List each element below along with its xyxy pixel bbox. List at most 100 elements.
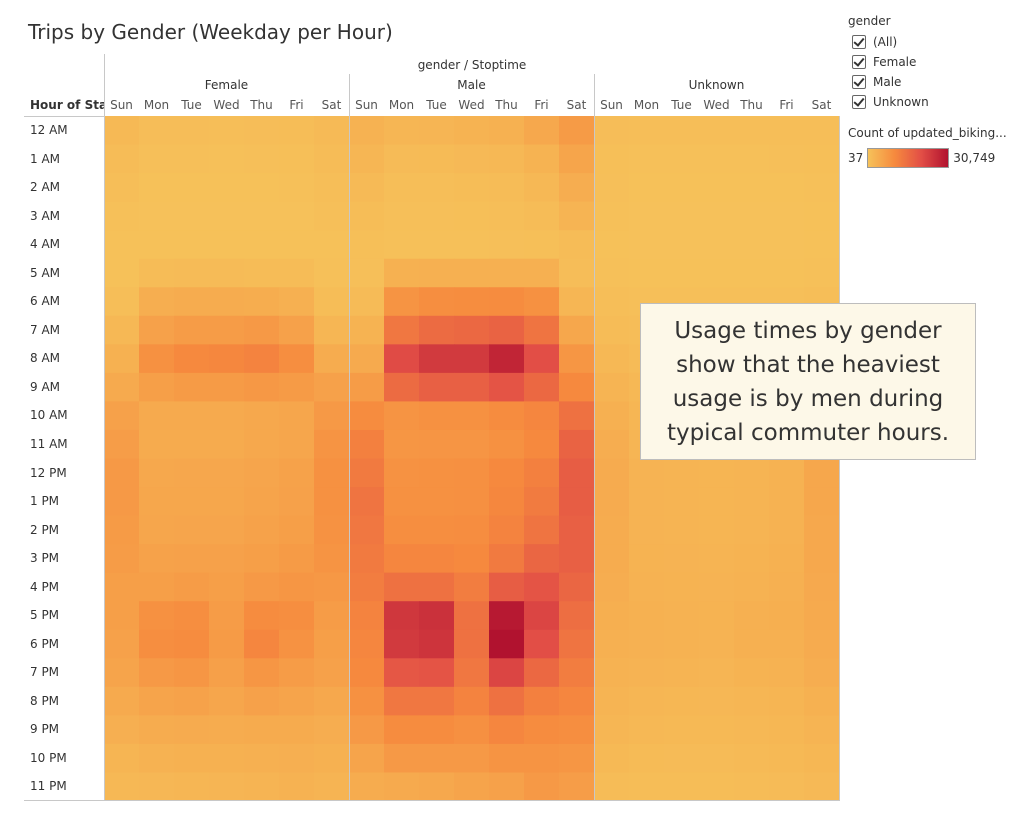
heatmap-cell-female-sat-3[interactable] xyxy=(314,201,350,231)
heatmap-cell-unknown-sun-10[interactable] xyxy=(594,401,630,431)
heatmap-cell-female-wed-16[interactable] xyxy=(209,572,245,602)
heatmap-cell-male-mon-8[interactable] xyxy=(384,344,420,374)
heatmap-cell-female-sun-22[interactable] xyxy=(104,743,140,773)
heatmap-cell-male-mon-5[interactable] xyxy=(384,258,420,288)
heatmap-cell-female-wed-0[interactable] xyxy=(209,116,245,146)
heatmap-cell-female-fri-2[interactable] xyxy=(279,173,315,203)
heatmap-cell-female-sun-17[interactable] xyxy=(104,601,140,631)
heatmap-cell-female-sat-6[interactable] xyxy=(314,287,350,317)
heatmap-cell-male-thu-4[interactable] xyxy=(489,230,525,260)
heatmap-cell-male-tue-22[interactable] xyxy=(419,743,455,773)
heatmap-cell-male-wed-15[interactable] xyxy=(454,544,490,574)
heatmap-cell-male-wed-21[interactable] xyxy=(454,715,490,745)
heatmap-cell-unknown-sun-17[interactable] xyxy=(594,601,630,631)
heatmap-cell-unknown-wed-16[interactable] xyxy=(699,572,735,602)
heatmap-cell-unknown-wed-4[interactable] xyxy=(699,230,735,260)
heatmap-cell-male-tue-3[interactable] xyxy=(419,201,455,231)
heatmap-cell-unknown-tue-4[interactable] xyxy=(664,230,700,260)
heatmap-cell-male-mon-9[interactable] xyxy=(384,372,420,402)
heatmap-cell-unknown-tue-19[interactable] xyxy=(664,658,700,688)
heatmap-cell-male-sun-16[interactable] xyxy=(349,572,385,602)
heatmap-cell-male-fri-21[interactable] xyxy=(524,715,560,745)
heatmap-cell-unknown-fri-5[interactable] xyxy=(769,258,805,288)
heatmap-cell-male-mon-16[interactable] xyxy=(384,572,420,602)
heatmap-cell-male-sun-21[interactable] xyxy=(349,715,385,745)
heatmap-cell-unknown-fri-16[interactable] xyxy=(769,572,805,602)
filter-item[interactable]: (All) xyxy=(848,32,1008,52)
heatmap-cell-unknown-thu-5[interactable] xyxy=(734,258,770,288)
heatmap-cell-unknown-sun-13[interactable] xyxy=(594,487,630,517)
heatmap-cell-male-sat-21[interactable] xyxy=(559,715,595,745)
heatmap-cell-male-thu-11[interactable] xyxy=(489,429,525,459)
heatmap-cell-unknown-wed-0[interactable] xyxy=(699,116,735,146)
heatmap-cell-female-thu-17[interactable] xyxy=(244,601,280,631)
heatmap-cell-male-wed-13[interactable] xyxy=(454,487,490,517)
heatmap-cell-male-fri-20[interactable] xyxy=(524,686,560,716)
heatmap-cell-unknown-sun-14[interactable] xyxy=(594,515,630,545)
heatmap-cell-male-sun-23[interactable] xyxy=(349,772,385,801)
heatmap-cell-female-thu-13[interactable] xyxy=(244,487,280,517)
heatmap-cell-male-mon-7[interactable] xyxy=(384,315,420,345)
heatmap-cell-unknown-thu-20[interactable] xyxy=(734,686,770,716)
heatmap-cell-female-mon-14[interactable] xyxy=(139,515,175,545)
heatmap-cell-female-sat-7[interactable] xyxy=(314,315,350,345)
heatmap-cell-male-thu-20[interactable] xyxy=(489,686,525,716)
heatmap-cell-female-fri-4[interactable] xyxy=(279,230,315,260)
heatmap-cell-female-sun-5[interactable] xyxy=(104,258,140,288)
heatmap-cell-male-wed-0[interactable] xyxy=(454,116,490,146)
heatmap-cell-male-sat-18[interactable] xyxy=(559,629,595,659)
heatmap-cell-unknown-thu-18[interactable] xyxy=(734,629,770,659)
heatmap-cell-unknown-sun-1[interactable] xyxy=(594,144,630,174)
heatmap-cell-male-thu-22[interactable] xyxy=(489,743,525,773)
heatmap-cell-unknown-thu-17[interactable] xyxy=(734,601,770,631)
heatmap-cell-male-fri-9[interactable] xyxy=(524,372,560,402)
heatmap-cell-female-thu-22[interactable] xyxy=(244,743,280,773)
heatmap-cell-male-sun-6[interactable] xyxy=(349,287,385,317)
heatmap-cell-male-sun-1[interactable] xyxy=(349,144,385,174)
heatmap-cell-female-thu-18[interactable] xyxy=(244,629,280,659)
heatmap-cell-female-sat-23[interactable] xyxy=(314,772,350,801)
heatmap-cell-female-wed-13[interactable] xyxy=(209,487,245,517)
heatmap-cell-male-fri-1[interactable] xyxy=(524,144,560,174)
heatmap-cell-male-tue-7[interactable] xyxy=(419,315,455,345)
heatmap-cell-unknown-tue-16[interactable] xyxy=(664,572,700,602)
heatmap-cell-female-fri-23[interactable] xyxy=(279,772,315,801)
heatmap-cell-male-sat-5[interactable] xyxy=(559,258,595,288)
heatmap-cell-unknown-tue-17[interactable] xyxy=(664,601,700,631)
heatmap-cell-male-mon-18[interactable] xyxy=(384,629,420,659)
heatmap-cell-unknown-fri-22[interactable] xyxy=(769,743,805,773)
heatmap-cell-female-sun-3[interactable] xyxy=(104,201,140,231)
heatmap-cell-male-fri-7[interactable] xyxy=(524,315,560,345)
heatmap-cell-female-sat-2[interactable] xyxy=(314,173,350,203)
heatmap-cell-female-mon-12[interactable] xyxy=(139,458,175,488)
heatmap-cell-female-thu-1[interactable] xyxy=(244,144,280,174)
heatmap-cell-female-fri-19[interactable] xyxy=(279,658,315,688)
heatmap-cell-unknown-sun-22[interactable] xyxy=(594,743,630,773)
heatmap-cell-unknown-mon-17[interactable] xyxy=(629,601,665,631)
heatmap-cell-male-wed-23[interactable] xyxy=(454,772,490,801)
heatmap-cell-unknown-tue-12[interactable] xyxy=(664,458,700,488)
heatmap-cell-unknown-thu-13[interactable] xyxy=(734,487,770,517)
heatmap-cell-female-sat-13[interactable] xyxy=(314,487,350,517)
heatmap-cell-male-tue-12[interactable] xyxy=(419,458,455,488)
heatmap-cell-male-thu-9[interactable] xyxy=(489,372,525,402)
heatmap-cell-unknown-mon-3[interactable] xyxy=(629,201,665,231)
heatmap-cell-female-sun-19[interactable] xyxy=(104,658,140,688)
heatmap-cell-male-sat-11[interactable] xyxy=(559,429,595,459)
heatmap-cell-female-fri-13[interactable] xyxy=(279,487,315,517)
heatmap-cell-male-fri-17[interactable] xyxy=(524,601,560,631)
heatmap-cell-female-thu-4[interactable] xyxy=(244,230,280,260)
heatmap-cell-unknown-fri-13[interactable] xyxy=(769,487,805,517)
heatmap-cell-unknown-thu-12[interactable] xyxy=(734,458,770,488)
heatmap-cell-male-tue-18[interactable] xyxy=(419,629,455,659)
checkbox-checked-icon[interactable] xyxy=(852,55,866,69)
heatmap-cell-male-tue-1[interactable] xyxy=(419,144,455,174)
heatmap-cell-unknown-sat-13[interactable] xyxy=(804,487,840,517)
heatmap-cell-male-tue-4[interactable] xyxy=(419,230,455,260)
heatmap-cell-male-wed-10[interactable] xyxy=(454,401,490,431)
heatmap-cell-unknown-fri-23[interactable] xyxy=(769,772,805,801)
heatmap-cell-female-wed-19[interactable] xyxy=(209,658,245,688)
heatmap-cell-female-fri-8[interactable] xyxy=(279,344,315,374)
heatmap-cell-female-sat-9[interactable] xyxy=(314,372,350,402)
heatmap-cell-male-sat-10[interactable] xyxy=(559,401,595,431)
